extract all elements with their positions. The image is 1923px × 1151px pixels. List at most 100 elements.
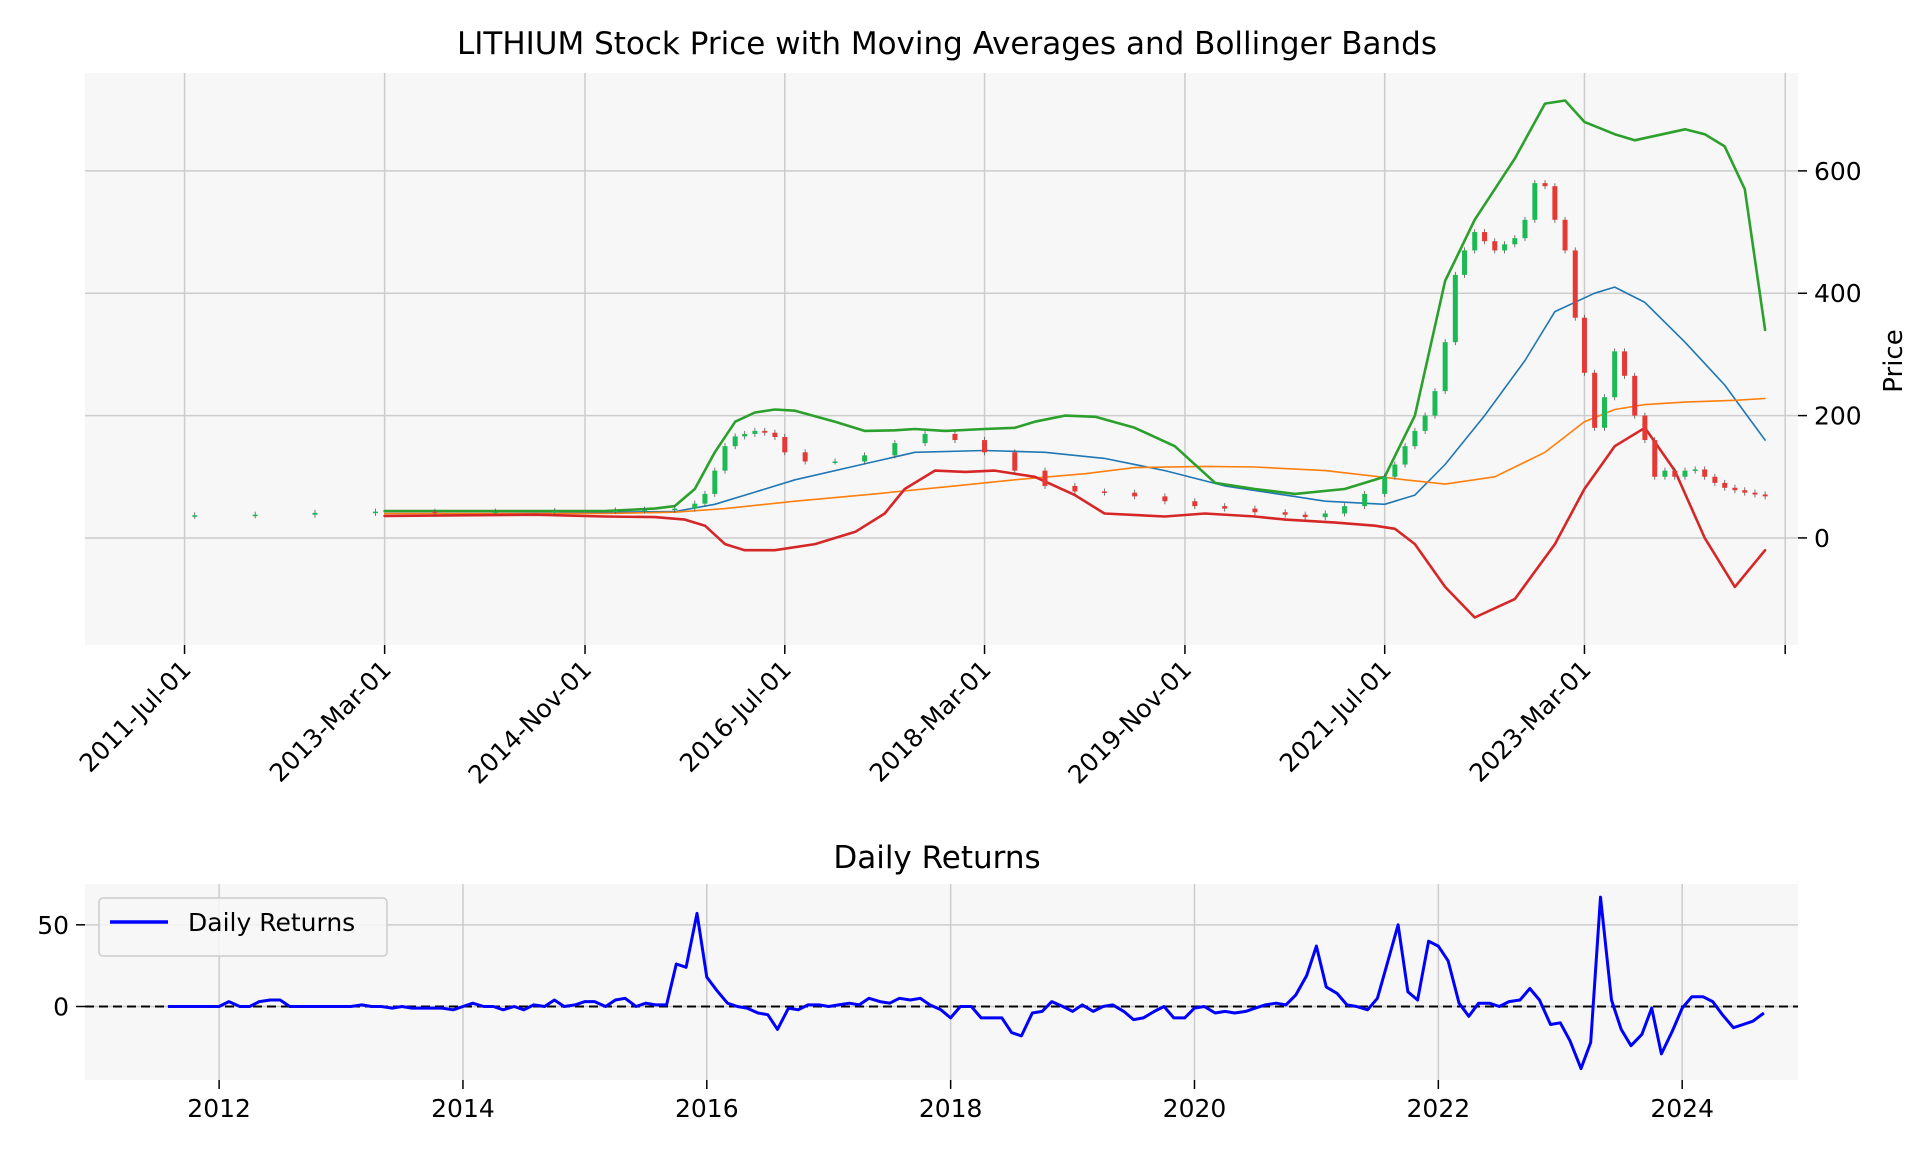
candle-body xyxy=(1502,244,1508,251)
price-x-axis: 2011-Jul-01 2013-Mar-01 2014-Nov-01 2016-Ju… xyxy=(74,645,1786,790)
returns-x-axis: 2012 2014 2016 2018 2020 2022 2024 xyxy=(187,1080,1714,1123)
candle-body xyxy=(1572,250,1578,318)
candle-body xyxy=(782,437,788,453)
candle-body xyxy=(1742,490,1748,493)
candle-body xyxy=(1722,482,1728,488)
price-chart-title: LITHIUM Stock Price with Moving Averages… xyxy=(457,26,1437,62)
candle-body xyxy=(1322,513,1328,518)
price-x-tick-label: 2023-Mar-01 xyxy=(1464,655,1597,788)
candle-body xyxy=(762,430,768,433)
candle-body xyxy=(1132,492,1138,497)
price-x-tick-label: 2016-Jul-01 xyxy=(674,655,797,778)
candle-body xyxy=(1442,342,1448,392)
price-y-axis: 0 200 400 600 xyxy=(1798,157,1862,553)
candle-body xyxy=(1652,440,1658,477)
returns-series-layer xyxy=(85,895,1798,1071)
candle-body xyxy=(1642,415,1648,441)
candle-body xyxy=(1762,494,1768,497)
price-y-tick-label: 400 xyxy=(1814,279,1862,308)
candle-body xyxy=(952,433,958,441)
candle-body xyxy=(772,432,778,437)
candle-body xyxy=(702,493,708,504)
price-series-layer xyxy=(383,99,1767,619)
candle-body xyxy=(1192,501,1198,507)
returns-x-tick-label: 2024 xyxy=(1650,1094,1714,1123)
candle-body xyxy=(1552,186,1558,220)
candle-body xyxy=(1252,508,1258,513)
candle-body xyxy=(832,461,838,463)
candle-body xyxy=(862,455,868,462)
price-chart: LITHIUM Stock Price with Moving Averages… xyxy=(74,26,1909,790)
legend-label-daily-returns: Daily Returns xyxy=(188,908,355,937)
candle-body xyxy=(612,510,618,512)
price-y-axis-label: Price xyxy=(1879,329,1909,392)
returns-legend: Daily Returns xyxy=(98,897,388,957)
candle-body xyxy=(742,433,748,437)
candle-body xyxy=(1042,470,1048,486)
candle-body xyxy=(1662,470,1668,477)
price-x-tick-label: 2021-Jul-01 xyxy=(1274,655,1397,778)
candle-body xyxy=(752,430,758,434)
candle-body xyxy=(1482,232,1488,242)
candle-body xyxy=(1382,476,1388,494)
candle-body xyxy=(1622,351,1628,376)
price-x-tick-label: 2019-Nov-01 xyxy=(1062,655,1197,790)
candle-body xyxy=(1302,514,1308,518)
candle-body xyxy=(1342,506,1348,514)
price-series-line-1 xyxy=(383,286,1766,514)
candle-body xyxy=(1672,470,1678,477)
candle-body xyxy=(1452,274,1458,343)
candle-body xyxy=(722,446,728,471)
candle-body xyxy=(802,452,808,462)
candle-body xyxy=(1752,492,1758,495)
price-x-tick-label: 2014-Nov-01 xyxy=(462,655,597,790)
candle-body xyxy=(552,511,558,513)
candle-body xyxy=(1682,470,1688,477)
candle-body xyxy=(252,514,258,517)
candle-body xyxy=(692,503,698,509)
returns-x-tick-label: 2022 xyxy=(1407,1094,1471,1123)
legend-box xyxy=(98,897,388,957)
candle-body xyxy=(732,436,738,447)
candle-body xyxy=(1601,397,1607,428)
candle-body xyxy=(642,509,648,512)
candle-body xyxy=(1542,183,1548,187)
price-series-line-3 xyxy=(383,99,1767,513)
candle-body xyxy=(1422,415,1428,431)
candle-body xyxy=(1532,183,1538,220)
candle-body xyxy=(1392,464,1398,477)
candle-body xyxy=(1282,512,1288,515)
returns-x-tick-label: 2018 xyxy=(919,1094,983,1123)
candle-body xyxy=(1581,317,1587,373)
candle-body xyxy=(1412,430,1418,447)
candle-body xyxy=(922,433,928,444)
candle-body xyxy=(1632,375,1638,416)
candle-body xyxy=(1492,241,1498,251)
candle-body xyxy=(1472,232,1478,251)
price-x-tick-label: 2018-Mar-01 xyxy=(864,655,997,788)
candle-body xyxy=(712,470,718,494)
returns-y-tick-label: 50 xyxy=(37,911,69,940)
price-y-tick-label: 600 xyxy=(1814,157,1862,186)
returns-y-axis: 0 50 xyxy=(37,911,85,1022)
price-plot-area xyxy=(85,73,1798,645)
price-y-tick-label: 0 xyxy=(1814,524,1830,553)
candle-body xyxy=(1732,487,1738,491)
candle-body xyxy=(1702,469,1708,477)
returns-y-tick-label: 0 xyxy=(53,993,69,1022)
candle-body xyxy=(1522,219,1528,239)
candle-body xyxy=(1612,351,1618,398)
price-candles-layer xyxy=(192,180,1768,521)
candle-body xyxy=(192,515,198,517)
price-series-line-2 xyxy=(383,397,1766,515)
candle-body xyxy=(1012,452,1018,471)
candle-body xyxy=(1072,485,1078,492)
candle-body xyxy=(672,508,678,511)
price-x-tick-label: 2011-Jul-01 xyxy=(74,655,197,778)
price-series-line-4 xyxy=(383,426,1767,619)
price-gridlines xyxy=(85,73,1798,645)
candle-body xyxy=(1362,493,1368,507)
price-x-tick-label: 2013-Mar-01 xyxy=(264,655,397,788)
